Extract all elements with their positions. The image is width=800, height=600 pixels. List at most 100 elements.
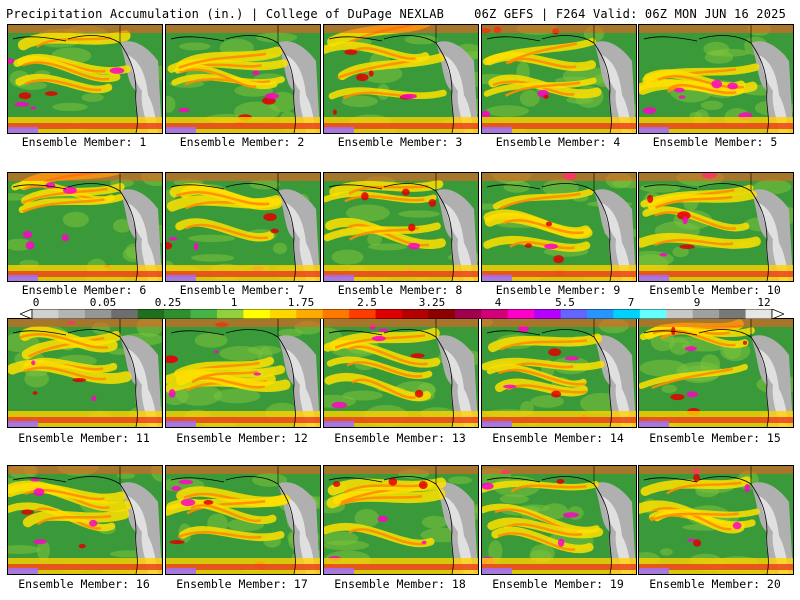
- scale-arrow-right: [771, 309, 784, 319]
- land-mass-light: [128, 496, 158, 574]
- scale-color-swatch: [481, 309, 509, 319]
- heavy-precip-area: [180, 498, 196, 507]
- ensemble-member-caption: Ensemble Member: 5: [652, 135, 778, 149]
- southern-precip-core: [324, 417, 478, 423]
- light-precip-area: [272, 242, 288, 254]
- southern-precip-core: [639, 271, 793, 277]
- storm-track-core: [175, 191, 270, 206]
- heavy-precip-area: [331, 401, 347, 409]
- southern-precip-core: [639, 123, 793, 129]
- extreme-precip-area: [639, 275, 669, 281]
- heavy-precip-area: [168, 237, 178, 241]
- scale-tick-label: 3.25: [418, 296, 446, 309]
- coastline: [328, 330, 383, 336]
- precipitation-map: [482, 25, 636, 133]
- light-precip-area: [331, 249, 364, 265]
- precipitation-map: [639, 173, 793, 281]
- heavy-precip-area: [18, 92, 32, 100]
- scale-color-swatch: [58, 309, 86, 319]
- northern-precip-band: [324, 25, 478, 33]
- light-precip-area: [166, 96, 176, 113]
- ensemble-member-caption: Ensemble Member: 19: [492, 577, 624, 591]
- scale-color-swatch: [587, 309, 614, 319]
- ensemble-member-caption: Ensemble Member: 16: [18, 577, 150, 591]
- land-mass-light: [286, 203, 316, 281]
- extreme-precip-area: [8, 275, 38, 281]
- coastline: [328, 477, 383, 483]
- heavy-precip-area: [371, 335, 386, 342]
- heavy-precip-area: [544, 243, 558, 250]
- coastline: [170, 184, 225, 190]
- light-precip-area: [700, 100, 723, 110]
- northern-precip-band: [639, 319, 793, 327]
- storm-track-core: [339, 494, 423, 507]
- heavy-precip-area: [25, 241, 35, 250]
- light-precip-area: [421, 515, 448, 529]
- storm-track-core: [22, 61, 110, 81]
- light-precip-area: [354, 508, 380, 528]
- coastline: [698, 35, 769, 133]
- storm-track-core: [192, 370, 258, 383]
- precipitation-map: [324, 25, 478, 133]
- heavy-precip-area: [368, 70, 374, 77]
- scale-color-swatch: [639, 309, 667, 319]
- land-mass-light: [759, 349, 789, 427]
- northern-precip-band: [639, 173, 793, 181]
- heavy-precip-area: [428, 198, 437, 207]
- heavy-precip-area: [264, 93, 280, 100]
- extreme-precip-area: [482, 421, 512, 427]
- scale-color-swatch: [111, 309, 139, 319]
- precipitation-map: [166, 466, 320, 574]
- heavy-precip-area: [670, 393, 685, 401]
- light-precip-area: [219, 346, 264, 362]
- heavy-precip-area: [253, 372, 261, 376]
- ensemble-map-panel: [638, 172, 794, 282]
- heavy-precip-area: [361, 192, 369, 201]
- scale-tick-label: 0.25: [154, 296, 182, 309]
- heavy-precip-area: [63, 186, 77, 194]
- northern-precip-band: [166, 173, 320, 181]
- heavy-precip-area: [166, 242, 173, 250]
- coastline: [486, 477, 541, 483]
- land-mass-light: [286, 496, 316, 574]
- coastline: [698, 329, 769, 427]
- light-precip-area: [448, 476, 472, 485]
- scale-tick-label: 1.75: [287, 296, 315, 309]
- light-precip-area: [660, 548, 673, 556]
- heavy-precip-area: [671, 326, 676, 335]
- heavy-precip-area: [556, 478, 565, 484]
- southern-precip-core: [639, 417, 793, 423]
- storm-track-core: [19, 333, 109, 349]
- ensemble-map-panel: [165, 172, 321, 282]
- land-mass-light: [759, 496, 789, 574]
- heavy-precip-area: [418, 480, 428, 489]
- coastline: [170, 330, 225, 336]
- heavy-precip-area: [551, 390, 562, 398]
- extreme-precip-area: [324, 275, 354, 281]
- land-mass-light: [444, 55, 474, 133]
- heavy-precip-area: [482, 110, 491, 118]
- scale-tick-label: 4: [494, 296, 502, 309]
- storm-track-core: [666, 481, 742, 495]
- storm-track-core: [650, 512, 740, 522]
- heavy-precip-area: [482, 482, 494, 490]
- heavy-precip-area: [678, 95, 686, 99]
- ensemble-map-panel: [165, 318, 321, 428]
- storm-track-core: [24, 78, 102, 92]
- light-precip-area: [341, 95, 378, 107]
- extreme-precip-area: [482, 127, 512, 133]
- southern-precip-core: [166, 564, 320, 570]
- scale-color-swatch: [507, 309, 535, 319]
- coastline: [12, 184, 67, 190]
- precipitation-map: [639, 319, 793, 427]
- coastline: [383, 476, 454, 574]
- scale-tick-label: 2.5: [357, 296, 377, 309]
- land-mass-light: [759, 55, 789, 133]
- light-precip-area: [542, 503, 568, 520]
- light-precip-area: [398, 210, 440, 218]
- heavy-precip-area: [21, 509, 34, 515]
- coastline: [12, 330, 67, 336]
- scale-color-swatch: [428, 309, 456, 319]
- heavy-precip-area: [414, 389, 424, 398]
- heavy-precip-area: [44, 91, 58, 96]
